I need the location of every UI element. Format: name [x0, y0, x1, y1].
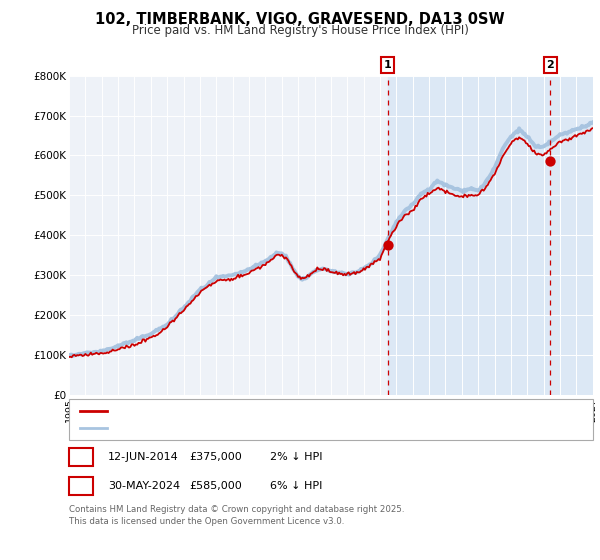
- Text: Contains HM Land Registry data © Crown copyright and database right 2025.
This d: Contains HM Land Registry data © Crown c…: [69, 505, 404, 526]
- Text: 12-JUN-2014: 12-JUN-2014: [108, 452, 179, 462]
- Point: [383, 241, 392, 250]
- Text: £375,000: £375,000: [189, 452, 242, 462]
- Text: 6% ↓ HPI: 6% ↓ HPI: [270, 481, 322, 491]
- Text: 1: 1: [383, 60, 391, 70]
- Text: 2: 2: [547, 60, 554, 70]
- Text: 102, TIMBERBANK, VIGO, GRAVESEND, DA13 0SW: 102, TIMBERBANK, VIGO, GRAVESEND, DA13 0…: [95, 12, 505, 27]
- Bar: [388, 76, 595, 395]
- Text: 2: 2: [77, 479, 85, 493]
- Text: 102, TIMBERBANK, VIGO, GRAVESEND, DA13 0SW (detached house): 102, TIMBERBANK, VIGO, GRAVESEND, DA13 0…: [111, 405, 451, 416]
- Point: [545, 157, 555, 166]
- Text: 2% ↓ HPI: 2% ↓ HPI: [270, 452, 323, 462]
- Text: 1: 1: [77, 450, 85, 464]
- Text: Price paid vs. HM Land Registry's House Price Index (HPI): Price paid vs. HM Land Registry's House …: [131, 24, 469, 37]
- Text: 30-MAY-2024: 30-MAY-2024: [108, 481, 180, 491]
- Text: £585,000: £585,000: [189, 481, 242, 491]
- Text: HPI: Average price, detached house, Gravesham: HPI: Average price, detached house, Grav…: [111, 423, 353, 433]
